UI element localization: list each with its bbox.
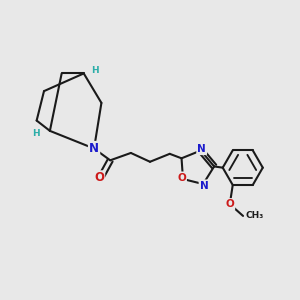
Text: O: O (177, 172, 186, 183)
Text: CH₃: CH₃ (246, 212, 264, 220)
Text: N: N (200, 181, 208, 190)
Text: H: H (32, 129, 40, 138)
Text: N: N (197, 144, 206, 154)
Text: H: H (91, 66, 99, 75)
Text: O: O (94, 172, 104, 184)
Text: O: O (225, 199, 234, 209)
Text: N: N (89, 142, 99, 155)
